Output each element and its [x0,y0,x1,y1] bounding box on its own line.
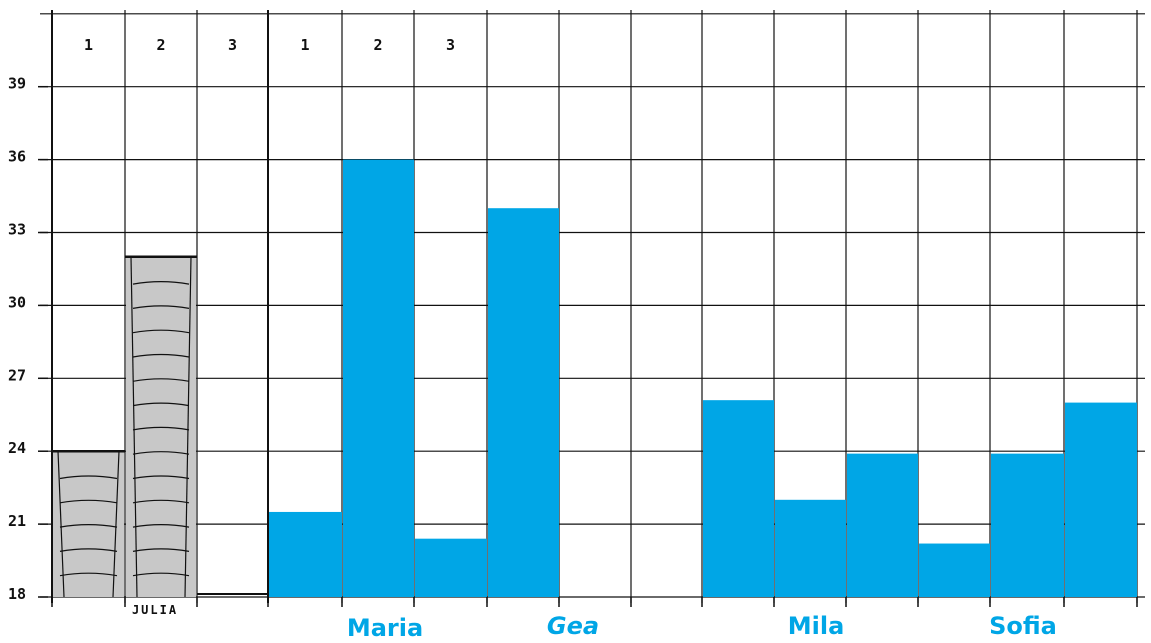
y-tick-label: 33 [8,221,26,239]
bar-maria-2 [343,159,414,597]
bar-block-divider [132,548,190,552]
column-header-label: 3 [228,36,237,54]
bar-mila-1 [703,400,774,597]
bar-block-divider [132,353,190,358]
bar-maria-3 [415,538,487,597]
column-header-label: 1 [300,36,309,54]
bar-edge [130,256,138,598]
bar-edge [112,451,120,598]
bar-block-divider [59,524,118,528]
column-header-label: 1 [84,36,93,54]
bars [52,159,1137,598]
bar-block-divider [132,524,190,528]
bar-block-divider [59,499,118,504]
y-tick-label: 39 [8,75,26,93]
y-tick-label: 24 [8,439,26,457]
bar-block-divider [132,451,190,455]
bar-mila-3 [847,453,918,597]
group-label-julia: JULIA [132,603,178,617]
y-tick-label: 36 [8,148,26,166]
y-tick-label: 30 [8,293,26,311]
bar-block-divider [132,499,190,504]
bar-block-divider [132,475,190,480]
y-tick-label: 21 [8,512,26,530]
group-label-sofia: Sofia [989,612,1057,640]
y-tick-label: 18 [8,585,26,603]
bar-mila-2 [775,499,846,597]
bar-sofia-2 [991,453,1064,597]
group-label-maria: Maria [347,614,423,642]
y-tick-label: 27 [8,366,26,384]
group-label-gea: Gea [547,612,599,640]
bar-block-divider [132,378,190,382]
labels: 18 21 24 27 30 33 36 39 1 2 3 1 2 3 JULIA Maria Gea Mila S… [8,36,1057,642]
bar-edge [184,256,192,598]
group-label-mila: Mila [788,612,845,640]
bar-block-divider [132,329,190,334]
bar-sofia-3 [1065,402,1137,597]
grid [40,10,1145,603]
bar-block-divider [132,305,190,309]
bar-block-divider [59,572,118,577]
bar-sofia-1 [919,543,990,597]
bar-block-divider [59,475,118,480]
column-header-label: 2 [156,36,165,54]
bar-gea-1 [488,208,559,597]
bar-block-divider [132,402,190,407]
column-header-label: 3 [446,36,455,54]
column-header-label: 2 [373,36,382,54]
bar-block-divider [132,281,190,285]
bar-maria-1 [269,511,342,597]
axes [38,85,1138,607]
bar-block-divider [59,548,118,552]
bar-block-divider [132,426,190,431]
bar-block-divider [132,572,190,577]
bar-edge [57,451,65,598]
